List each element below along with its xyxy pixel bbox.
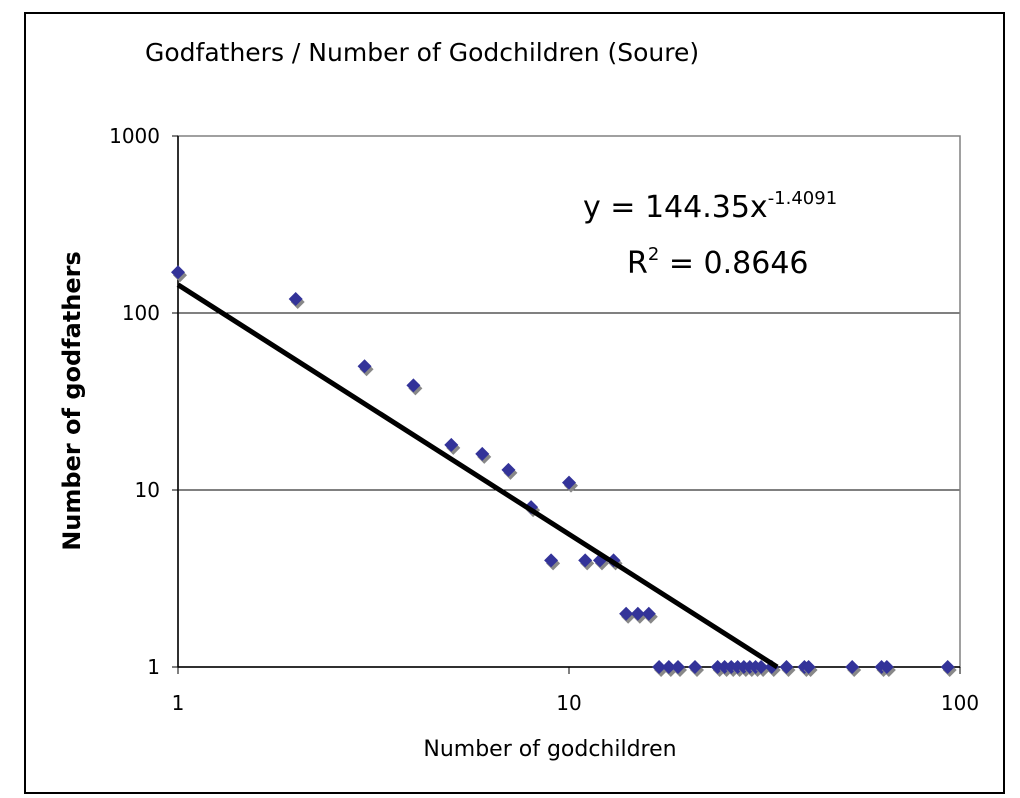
trendline [176, 282, 779, 670]
data-point [630, 606, 645, 621]
data-point [940, 660, 955, 674]
y-axis-label: Number of godfathers [58, 251, 86, 551]
chart-title: Godfathers / Number of Godchildren (Sour… [145, 38, 699, 67]
data-point [544, 553, 559, 568]
x-tick-label: 10 [556, 691, 581, 715]
data-point [444, 437, 459, 452]
y-tick-label: 1 [147, 655, 160, 679]
data-point [779, 660, 794, 674]
data-point [661, 660, 676, 674]
data-point [501, 462, 516, 477]
data-point [578, 553, 593, 568]
y-tick-label: 10 [135, 478, 160, 502]
x-axis-label: Number of godchildren [423, 737, 676, 762]
data-point [357, 359, 372, 374]
data-point [562, 475, 576, 490]
data-point [670, 660, 685, 674]
data-point [879, 660, 894, 674]
data-point [754, 660, 769, 674]
chart-frame [24, 12, 1005, 794]
trendline-equation: y = 144.35x-1.4091 [583, 188, 837, 225]
data-point [406, 378, 421, 393]
data-point [845, 660, 860, 674]
data-point [171, 265, 185, 280]
data-point [475, 446, 490, 461]
data-point [619, 606, 634, 621]
data-point [687, 660, 702, 674]
y-tick-label: 100 [122, 301, 160, 325]
plot-area [177, 135, 961, 668]
data-point [652, 660, 667, 674]
data-point [641, 606, 656, 621]
r-squared: R2 = 0.8646 [627, 244, 809, 281]
data-point [801, 660, 816, 674]
x-tick-label: 1 [172, 691, 185, 715]
data-point [288, 291, 303, 306]
x-tick-label: 100 [941, 691, 979, 715]
y-tick-label: 1000 [109, 124, 160, 148]
